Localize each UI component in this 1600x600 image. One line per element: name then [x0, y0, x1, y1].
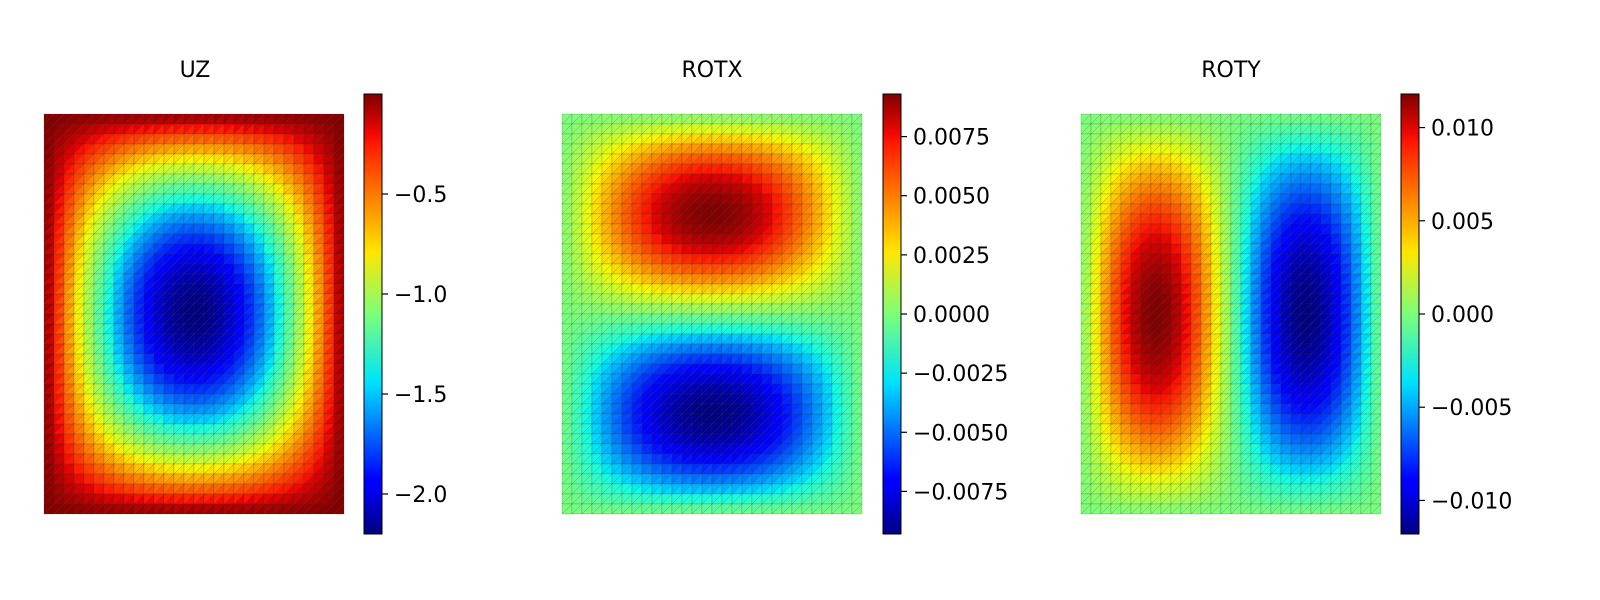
colorbar-tick-label: −0.5 [394, 183, 447, 208]
colorbar-tick-label: 0.0025 [913, 244, 990, 269]
colorbar-gradient [882, 93, 902, 535]
colorbar-tick-label: −1.0 [394, 283, 447, 308]
colorbar-tick-label: 0.0075 [913, 126, 990, 151]
colorbar-tick-label: 0.0000 [913, 303, 990, 328]
colorbar-gradient [363, 93, 383, 535]
panel-rotx: ROTX 0.0075 0.0050 0.0025 0.0000 −0.0025 −0.0… [561, 58, 1008, 535]
mesh-plot [1080, 113, 1382, 515]
colorbar-tick-label: −0.0050 [913, 421, 1008, 446]
colorbar-tick-label: −2.0 [394, 483, 447, 508]
plot-title: UZ [180, 58, 211, 83]
plot-title: ROTX [681, 58, 742, 83]
colorbar: −0.5 −1.0 −1.5 −2.0 [363, 93, 447, 535]
colorbar-tick-label: −1.5 [394, 383, 447, 408]
colorbar-tick-label: −0.0075 [913, 480, 1008, 505]
mesh-plot [561, 113, 863, 515]
panel-uz: UZ −0.5 −1.0 −1.5 −2.0 [43, 58, 447, 535]
mesh-plot [43, 113, 345, 515]
colorbar: 0.0075 0.0050 0.0025 0.0000 −0.0025 −0.0050 −0… [882, 93, 1008, 535]
colorbar-tick-label: −0.0025 [913, 362, 1008, 387]
colorbar-tick-label: 0.0050 [913, 185, 990, 210]
plot-title: ROTY [1201, 58, 1261, 83]
